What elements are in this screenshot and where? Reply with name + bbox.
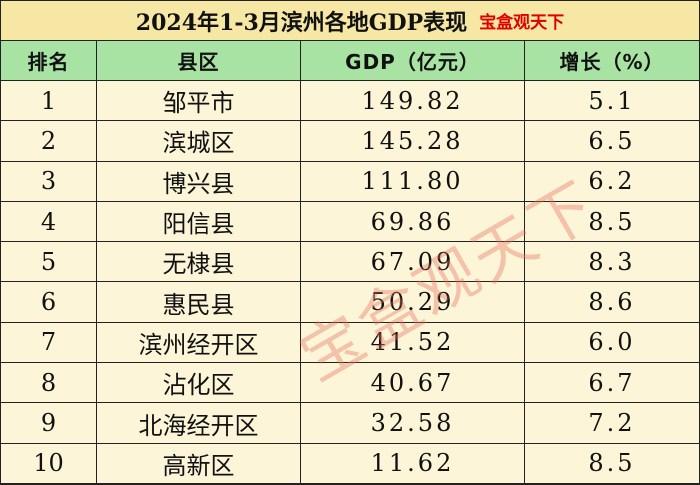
growth-cell: 6.2 (588, 167, 636, 196)
growth-cell: 8.5 (588, 207, 636, 236)
gdp-cell: 32.58 (301, 403, 525, 443)
title-source-tag: 宝盒观天下 (479, 13, 565, 33)
table-row: 6 惠民县 50.29 8.6 (1, 282, 699, 323)
county-cell: 滨城区 (97, 121, 301, 161)
gdp-cell: 11.62 (301, 443, 525, 483)
rank-cell: 4 (1, 201, 97, 242)
growth-cell: 8.3 (588, 247, 636, 276)
table-body: 1 邹平市 149.82 5.1 2 滨城区 145.28 6.5 3 博兴县 … (1, 81, 699, 484)
growth-cell: 6.0 (588, 328, 636, 357)
county-cell: 博兴县 (97, 161, 301, 201)
gdp-cell: 50.29 (301, 282, 525, 322)
county-cell: 北海经开区 (97, 403, 301, 443)
gdp-cell: 149.82 (301, 81, 525, 121)
growth-cell: 8.6 (588, 288, 636, 317)
gdp-cell: 40.67 (301, 363, 525, 403)
rank-cell: 2 (1, 121, 97, 161)
table-row: 10 高新区 11.62 8.5 (1, 443, 699, 484)
gdp-cell: 111.80 (301, 161, 525, 201)
table-row: 4 阳信县 69.86 8.5 (1, 201, 699, 243)
county-cell: 无棣县 (97, 242, 301, 282)
header-county: 县区 (97, 41, 301, 80)
county-cell: 沾化区 (97, 363, 301, 403)
rank-cell: 6 (1, 282, 97, 322)
table-title-row: 2024年1-3月滨州各地GDP表现 宝盒观天下 (1, 1, 699, 41)
county-cell: 滨州经开区 (97, 322, 301, 363)
table-row: 7 滨州经开区 41.52 6.0 (1, 322, 699, 364)
table-row: 2 滨城区 145.28 6.5 (1, 121, 699, 162)
rank-cell: 3 (1, 161, 97, 201)
rank-cell: 5 (1, 242, 97, 282)
county-cell: 高新区 (97, 443, 301, 483)
county-cell: 邹平市 (97, 81, 301, 121)
table-row: 9 北海经开区 32.58 7.2 (1, 403, 699, 444)
growth-cell: 8.5 (588, 449, 636, 478)
table-row: 8 沾化区 40.67 6.7 (1, 363, 699, 404)
table-row: 3 博兴县 111.80 6.2 (1, 161, 699, 202)
gdp-cell: 145.28 (301, 121, 525, 161)
rank-cell: 7 (1, 322, 97, 363)
county-cell: 阳信县 (97, 201, 301, 242)
growth-cell: 6.5 (588, 126, 636, 155)
table-title: 2024年1-3月滨州各地GDP表现 (135, 9, 468, 36)
growth-cell: 7.2 (588, 409, 636, 438)
gdp-cell: 69.86 (301, 201, 525, 242)
table-header-row: 排名 县区 GDP（亿元） 增长（%） (1, 41, 699, 81)
rank-cell: 1 (1, 81, 97, 121)
county-cell: 惠民县 (97, 282, 301, 322)
rank-cell: 9 (1, 403, 97, 443)
table-row: 1 邹平市 149.82 5.1 (1, 81, 699, 122)
header-gdp: GDP（亿元） (301, 41, 525, 80)
growth-cell: 5.1 (588, 86, 636, 115)
gdp-cell: 41.52 (301, 322, 525, 363)
table-row: 5 无棣县 67.09 8.3 (1, 242, 699, 283)
header-growth: 增长（%） (559, 50, 665, 74)
growth-cell: 6.7 (588, 368, 636, 397)
rank-cell: 10 (1, 443, 97, 483)
gdp-cell: 67.09 (301, 242, 525, 282)
rank-cell: 8 (1, 363, 97, 403)
header-rank: 排名 (1, 41, 97, 80)
